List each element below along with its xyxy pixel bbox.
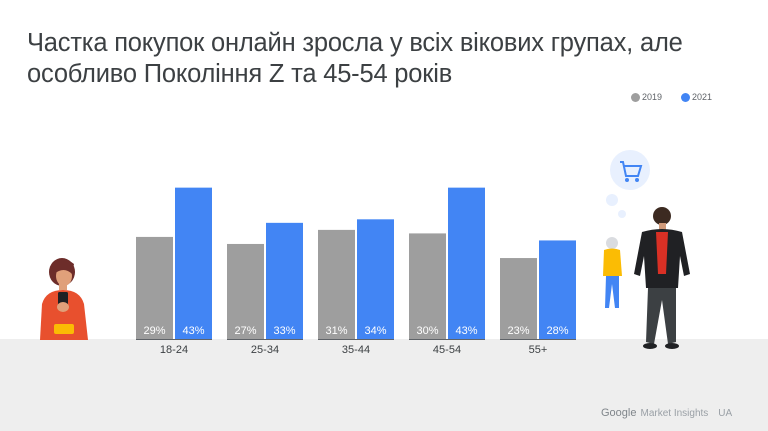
x-tick-label-55+: 55+	[529, 344, 548, 356]
floor-band	[0, 339, 768, 431]
walking-woman-icon	[603, 237, 622, 308]
data-label-2021-55+: 28%	[546, 325, 568, 337]
data-label-2021-25-34: 33%	[273, 325, 295, 337]
title-line-2: особливо Покоління Z та 45-54 років	[27, 60, 453, 88]
bar-2021-35-44	[357, 219, 394, 339]
legend-swatch-2019	[631, 92, 640, 102]
bar-2021-55+	[539, 240, 576, 339]
x-tick-label-45-54: 45-54	[433, 344, 461, 356]
data-label-2021-45-54: 43%	[455, 325, 477, 337]
x-tick-label-18-24: 18-24	[160, 344, 188, 356]
footer-region: UA	[718, 407, 733, 419]
bar-2021-18-24	[175, 187, 212, 339]
footer-branding: Google Market Insights UA	[601, 407, 732, 419]
footer-product: Market Insights	[640, 407, 709, 419]
bar-2019-18-24	[136, 236, 173, 339]
legend-item-2019: 2019	[631, 92, 662, 102]
shopping-cart-icon	[606, 150, 650, 218]
data-label-2019-18-24: 29%	[143, 325, 165, 337]
legend-label-2019: 2019	[642, 92, 663, 102]
bar-2019-55+	[500, 258, 537, 339]
x-tick-label-35-44: 35-44	[342, 344, 370, 356]
walking-man-icon	[634, 207, 690, 349]
bar-2019-35-44	[318, 229, 355, 339]
data-label-2019-45-54: 30%	[416, 325, 438, 337]
legend-item-2021: 2021	[681, 92, 712, 102]
bar-2021-25-34	[266, 222, 303, 339]
title-line-1: Частка покупок онлайн зросла у всіх віко…	[27, 29, 683, 57]
legend-swatch-2021	[681, 92, 690, 102]
data-label-2019-55+: 23%	[507, 325, 529, 337]
bar-2021-45-54	[448, 187, 485, 339]
footer-brand: Google	[601, 407, 637, 419]
data-label-2021-35-44: 34%	[364, 325, 386, 337]
data-label-2021-18-24: 43%	[182, 325, 204, 337]
person-phone-icon	[40, 258, 88, 340]
chart-title: Частка покупок онлайн зросла у всіх віко…	[27, 28, 747, 90]
bar-2019-45-54	[409, 233, 446, 339]
x-tick-label-25-34: 25-34	[251, 344, 279, 356]
bar-2019-25-34	[227, 243, 264, 339]
legend-label-2021: 2021	[692, 92, 713, 102]
data-label-2019-35-44: 31%	[325, 325, 347, 337]
data-label-2019-25-34: 27%	[234, 325, 256, 337]
